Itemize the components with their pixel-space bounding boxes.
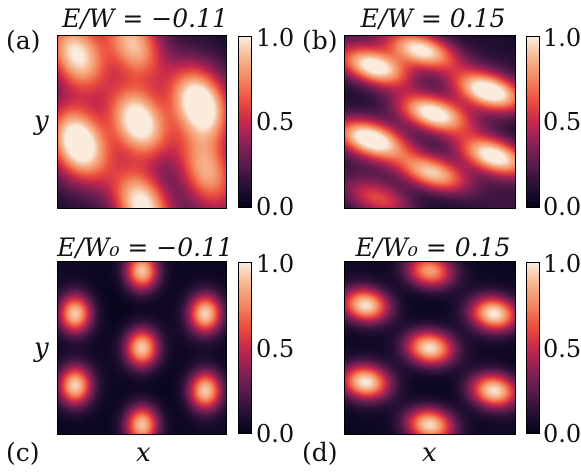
heatmap-a <box>57 35 227 209</box>
colorbar-d-tick-min: 0.0 <box>543 420 581 448</box>
colorbar-a <box>238 36 252 208</box>
heatmap-c <box>57 261 227 435</box>
colorbar-c-tick-mid: 0.5 <box>256 335 295 363</box>
panel-a-ylabel: y <box>34 106 49 136</box>
panel-d-title: E/W₀ = 0.15 <box>355 233 511 262</box>
colorbar-a-tick-mid: 0.5 <box>256 108 295 136</box>
colorbar-c <box>238 262 252 434</box>
panel-c-xlabel: x <box>136 438 151 468</box>
heatmap-b <box>344 35 516 209</box>
heatmap-d <box>344 261 516 435</box>
panel-c-ylabel: y <box>34 333 49 363</box>
colorbar-b <box>526 36 540 208</box>
colorbar-b-tick-max: 1.0 <box>543 24 581 52</box>
colorbar-d-tick-max: 1.0 <box>543 250 581 278</box>
colorbar-d <box>526 262 540 434</box>
panel-label-d: (d) <box>302 438 338 467</box>
colorbar-c-tick-max: 1.0 <box>256 250 295 278</box>
colorbar-c-tick-min: 0.0 <box>256 420 295 448</box>
colorbar-b-tick-min: 0.0 <box>543 193 581 221</box>
colorbar-b-tick-mid: 0.5 <box>543 108 581 136</box>
colorbar-a-tick-min: 0.0 <box>256 193 295 221</box>
panel-b-title: E/W = 0.15 <box>360 4 506 33</box>
panel-c-title: E/W₀ = −0.11 <box>57 233 233 262</box>
panel-label-c: (c) <box>6 438 40 467</box>
colorbar-d-tick-mid: 0.5 <box>543 335 581 363</box>
colorbar-a-tick-max: 1.0 <box>256 24 295 52</box>
panel-label-a: (a) <box>6 26 41 55</box>
panel-d-xlabel: x <box>422 438 437 468</box>
panel-a-title: E/W = −0.11 <box>62 4 228 33</box>
panel-label-b: (b) <box>302 26 338 55</box>
